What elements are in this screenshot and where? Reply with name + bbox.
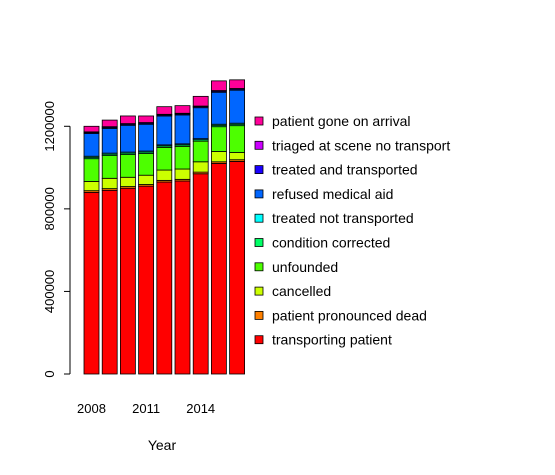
y-tick-label: 400000 [42, 270, 57, 313]
legend-label: unfounded [272, 259, 338, 275]
bar-segment-2014-2 [192, 161, 209, 173]
legend-label: cancelled [272, 283, 331, 299]
bar-segment-2008-2 [83, 181, 100, 192]
bar-segment-2013-3 [174, 145, 191, 170]
bar-segment-2008-0 [83, 191, 100, 375]
bar-segment-2012-0 [156, 181, 173, 375]
legend-label: patient gone on arrival [272, 113, 411, 129]
bar-segment-2010-9 [120, 115, 136, 125]
bar-segment-2011-6 [138, 123, 155, 152]
legend-swatch [254, 238, 264, 247]
bar-segment-2016-2 [229, 152, 246, 161]
bar-segment-2014-0 [192, 173, 209, 375]
legend-label: transporting patient [272, 332, 392, 348]
y-tick-label: 800000 [42, 187, 57, 230]
x-tick-label: 2008 [77, 401, 106, 416]
legend-label: triaged at scene no transport [272, 137, 450, 153]
legend-swatch [254, 310, 264, 320]
bar-segment-2015-3 [210, 126, 227, 152]
bar-segment-2015-2 [210, 151, 227, 163]
bar-segment-2008-6 [83, 133, 100, 157]
bar-segment-2015-6 [210, 91, 227, 125]
bar-segment-2010-3 [120, 154, 136, 178]
bar-segment-2011-0 [138, 185, 155, 375]
legend-swatch [254, 286, 264, 296]
legend-swatch [254, 165, 264, 175]
bar-segment-2014-3 [192, 140, 209, 163]
legend-swatch [254, 335, 264, 345]
bar-segment-2011-9 [138, 115, 155, 123]
bar-segment-2012-2 [156, 169, 173, 181]
y-axis: 0 400000 800000 1200000 [42, 101, 71, 378]
bar-segment-2013-2 [174, 168, 191, 180]
legend-swatch [254, 189, 264, 199]
legend-swatch [254, 213, 264, 223]
bar-segment-2010-2 [120, 176, 136, 187]
bar-segment-2009-6 [101, 127, 118, 154]
bar-segment-2013-0 [174, 180, 191, 375]
legend-label: treated and transported [272, 162, 418, 178]
bar-segment-2016-0 [229, 160, 246, 375]
legend-label: refused medical aid [272, 186, 393, 202]
y-tick-label: 1200000 [42, 101, 57, 152]
x-tick-label: 2011 [132, 401, 160, 416]
bar-segment-2009-0 [101, 189, 118, 375]
bar-segment-2012-6 [156, 115, 173, 146]
legend-label: treated not transported [272, 210, 414, 226]
bar-segment-2015-9 [210, 80, 227, 91]
bar-segment-2008-9 [83, 125, 100, 133]
bar-segment-2014-9 [192, 95, 209, 107]
bar-segment-2016-9 [229, 79, 246, 89]
bar-segment-2008-3 [83, 158, 100, 182]
bar-segment-2012-3 [156, 146, 173, 171]
legend-label: condition corrected [272, 235, 390, 251]
bar-segment-2009-2 [101, 177, 118, 190]
bar-segment-2013-9 [174, 105, 191, 114]
bar-segment-2010-6 [120, 124, 136, 153]
legend: patient gone on arrival triaged at scene … [254, 113, 450, 348]
bar-segment-2011-2 [138, 174, 155, 185]
bar-segment-2016-3 [229, 125, 246, 153]
x-axis: 2008 2011 2014 [77, 401, 215, 416]
legend-label: patient pronounced dead [272, 307, 427, 323]
bar-segment-2015-0 [210, 163, 227, 375]
bar-segment-2013-6 [174, 114, 191, 145]
legend-swatch [254, 116, 264, 126]
y-tick-label: 0 [42, 370, 57, 377]
bar-segment-2009-3 [101, 155, 118, 179]
bar-segment-2009-9 [101, 119, 118, 128]
bar-segment-2012-9 [156, 106, 173, 115]
bar-segment-2016-6 [229, 89, 246, 124]
bar-segment-2014-6 [192, 107, 209, 140]
bar-segment-2010-0 [120, 187, 136, 375]
bar-segment-2011-3 [138, 153, 155, 176]
x-axis-title: Year [148, 437, 177, 453]
bars-layer [83, 79, 246, 375]
legend-swatch [254, 140, 264, 150]
x-tick-label: 2014 [186, 401, 215, 416]
legend-swatch [254, 262, 264, 272]
